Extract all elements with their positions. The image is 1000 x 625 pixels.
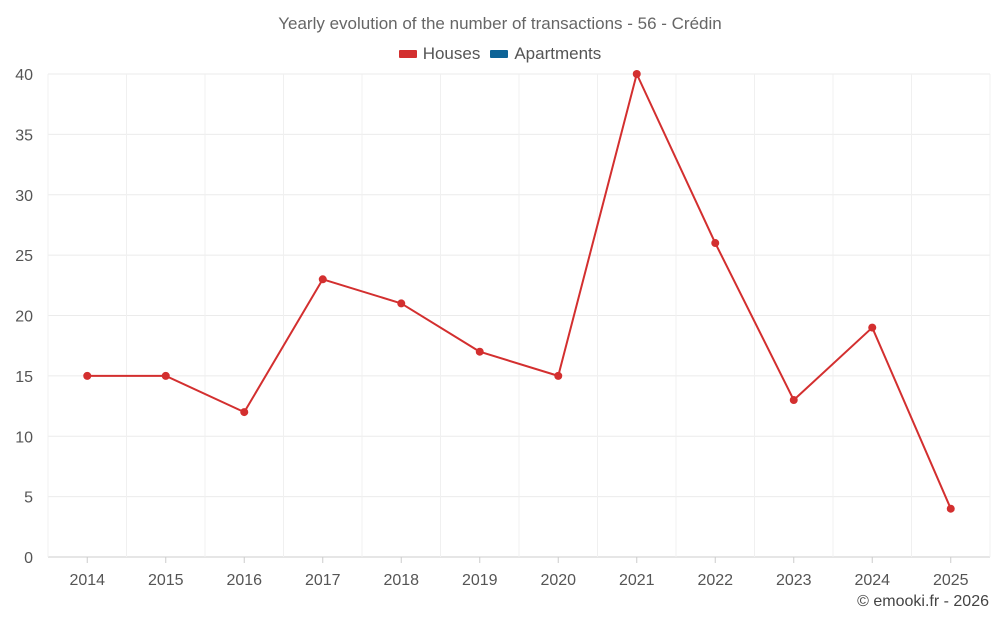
legend-swatch-houses bbox=[398, 50, 417, 58]
legend-item-houses[interactable]: Houses bbox=[398, 44, 481, 64]
x-tick-label: 2017 bbox=[305, 572, 341, 589]
y-tick-label: 5 bbox=[24, 490, 33, 507]
data-point-houses-2025[interactable] bbox=[946, 504, 955, 513]
series-line-houses bbox=[87, 73, 952, 510]
data-point-houses-2020[interactable] bbox=[554, 371, 563, 380]
y-tick-label: 35 bbox=[15, 127, 33, 144]
y-tick-label: 15 bbox=[15, 369, 33, 386]
y-tick-label: 10 bbox=[15, 429, 33, 446]
data-point-houses-2017[interactable] bbox=[318, 275, 327, 284]
data-point-houses-2015[interactable] bbox=[161, 371, 170, 380]
y-tick-label: 0 bbox=[24, 550, 33, 567]
credits: © emooki.fr - 2026 bbox=[857, 593, 989, 610]
x-tick-label: 2016 bbox=[226, 572, 262, 589]
y-tick-label: 30 bbox=[15, 188, 33, 205]
data-point-houses-2024[interactable] bbox=[868, 323, 877, 332]
x-tick-label: 2014 bbox=[69, 572, 105, 589]
y-tick-label: 20 bbox=[15, 309, 33, 326]
data-point-houses-2016[interactable] bbox=[240, 408, 249, 417]
x-tick-label: 2018 bbox=[383, 572, 419, 589]
legend: Houses Apartments bbox=[0, 44, 1000, 64]
data-point-houses-2023[interactable] bbox=[789, 396, 798, 405]
data-point-houses-2014[interactable] bbox=[83, 371, 92, 380]
data-point-houses-2022[interactable] bbox=[711, 239, 720, 248]
x-tick-label: 2022 bbox=[697, 572, 733, 589]
x-tick-label: 2021 bbox=[619, 572, 655, 589]
legend-swatch-apartments bbox=[490, 50, 509, 58]
data-point-houses-2018[interactable] bbox=[397, 299, 406, 308]
chart-title: Yearly evolution of the number of transa… bbox=[278, 14, 722, 33]
x-tick-label: 2025 bbox=[933, 572, 969, 589]
legend-label-apartments: Apartments bbox=[514, 44, 602, 63]
x-tick-label: 2024 bbox=[854, 572, 890, 589]
x-tick-label: 2023 bbox=[776, 572, 812, 589]
x-tick-label: 2020 bbox=[540, 572, 576, 589]
x-tick-label: 2015 bbox=[148, 572, 184, 589]
y-tick-label: 40 bbox=[15, 67, 33, 84]
x-tick-label: 2019 bbox=[462, 572, 498, 589]
data-point-houses-2019[interactable] bbox=[475, 347, 484, 356]
y-tick-label: 25 bbox=[15, 248, 33, 265]
data-point-houses-2021[interactable] bbox=[632, 70, 641, 78]
legend-item-apartments[interactable]: Apartments bbox=[490, 44, 601, 64]
legend-label-houses: Houses bbox=[422, 44, 481, 63]
